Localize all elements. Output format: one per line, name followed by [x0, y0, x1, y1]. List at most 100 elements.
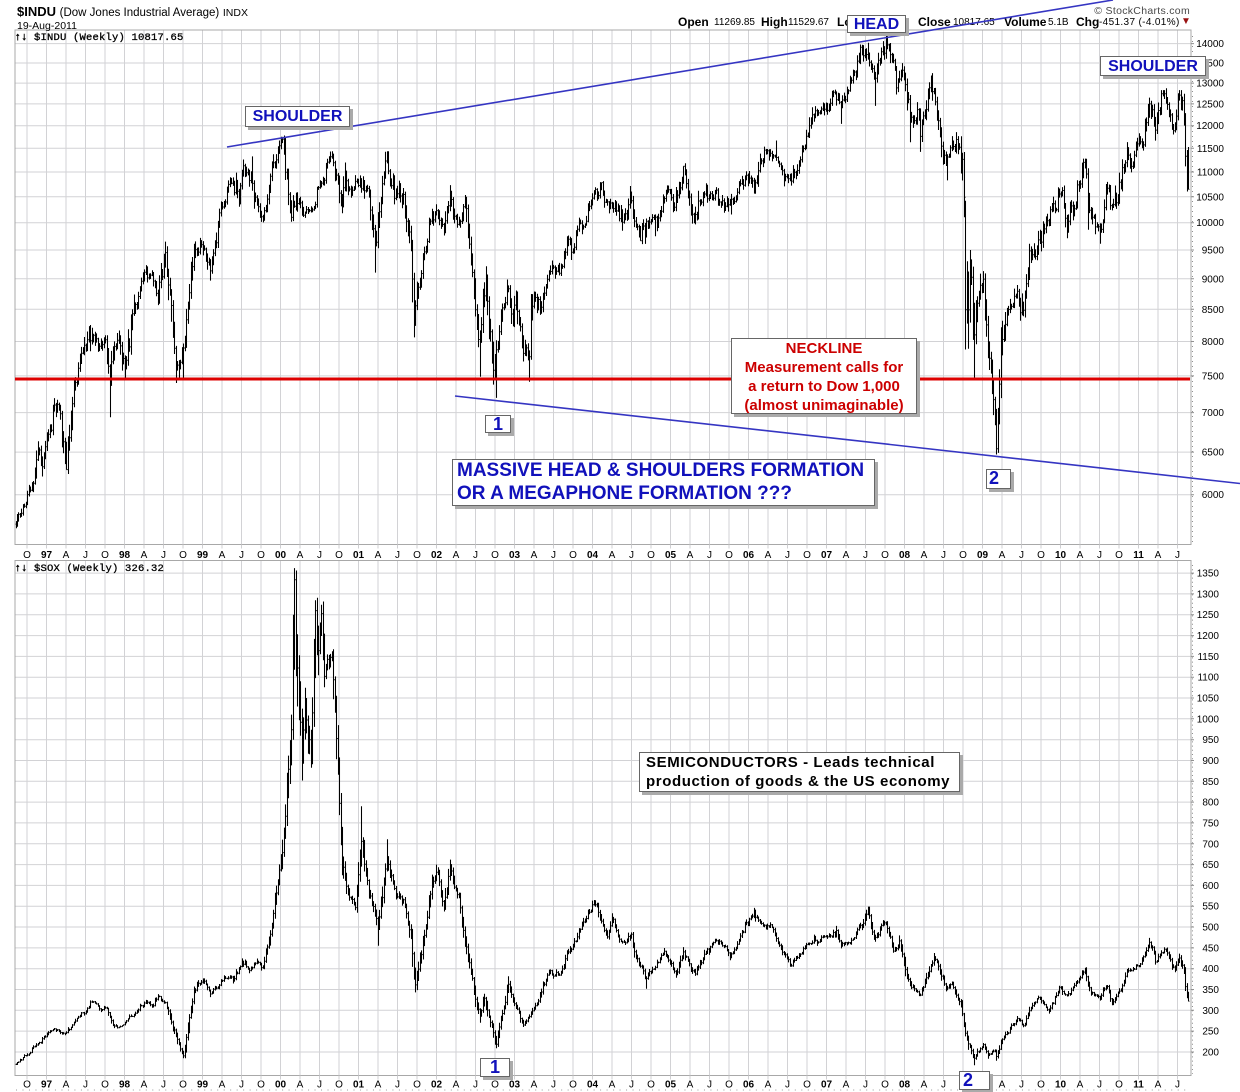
- svg-text:650: 650: [1202, 860, 1219, 871]
- svg-text:05: 05: [665, 1080, 677, 1091]
- svg-text:A: A: [297, 550, 304, 561]
- svg-text:600: 600: [1202, 881, 1219, 892]
- svg-text:O: O: [257, 1080, 265, 1091]
- svg-text:A: A: [765, 1080, 772, 1091]
- svg-text:J: J: [863, 550, 868, 561]
- svg-text:A: A: [531, 1080, 538, 1091]
- svg-text:A: A: [843, 1080, 850, 1091]
- svg-text:98: 98: [119, 1080, 131, 1091]
- svg-text:450: 450: [1202, 943, 1219, 954]
- svg-text:850: 850: [1202, 777, 1219, 788]
- svg-text:A: A: [609, 1080, 616, 1091]
- svg-text:O: O: [1115, 1080, 1123, 1091]
- svg-text:1300: 1300: [1197, 589, 1220, 600]
- svg-text:04: 04: [587, 550, 599, 561]
- svg-text:00: 00: [275, 1080, 287, 1091]
- svg-text:O: O: [803, 550, 811, 561]
- svg-text:550: 550: [1202, 902, 1219, 913]
- svg-text:06: 06: [743, 550, 755, 561]
- svg-text:J: J: [1019, 1080, 1024, 1091]
- svg-text:750: 750: [1202, 818, 1219, 829]
- svg-text:O: O: [179, 1080, 187, 1091]
- svg-text:A: A: [1077, 1080, 1084, 1091]
- svg-text:O: O: [725, 1080, 733, 1091]
- svg-text:O: O: [257, 550, 265, 561]
- svg-text:A: A: [375, 550, 382, 561]
- svg-text:O: O: [881, 1080, 889, 1091]
- svg-text:1350: 1350: [1197, 569, 1220, 580]
- svg-text:J: J: [551, 550, 556, 561]
- svg-text:J: J: [239, 1080, 244, 1091]
- svg-text:99: 99: [197, 550, 209, 561]
- svg-text:O: O: [1115, 550, 1123, 561]
- svg-text:A: A: [687, 1080, 694, 1091]
- svg-text:O: O: [413, 1080, 421, 1091]
- svg-text:J: J: [785, 1080, 790, 1091]
- svg-text:J: J: [83, 550, 88, 561]
- svg-text:800: 800: [1202, 798, 1219, 809]
- svg-text:10500: 10500: [1196, 192, 1224, 203]
- svg-text:J: J: [473, 550, 478, 561]
- svg-text:05: 05: [665, 550, 677, 561]
- svg-text:1150: 1150: [1197, 652, 1219, 663]
- svg-text:300: 300: [1202, 1006, 1219, 1017]
- svg-text:A: A: [921, 1080, 928, 1091]
- svg-text:O: O: [413, 550, 421, 561]
- svg-text:O: O: [335, 550, 343, 561]
- svg-text:03: 03: [509, 1080, 521, 1091]
- svg-text:J: J: [629, 550, 634, 561]
- svg-text:O: O: [959, 550, 967, 561]
- svg-text:A: A: [453, 1080, 460, 1091]
- svg-text:O: O: [725, 550, 733, 561]
- svg-text:00: 00: [275, 550, 287, 561]
- svg-text:O: O: [803, 1080, 811, 1091]
- svg-text:01: 01: [353, 550, 365, 561]
- svg-text:9500: 9500: [1202, 246, 1225, 257]
- svg-text:A: A: [921, 550, 928, 561]
- svg-text:02: 02: [431, 1080, 443, 1091]
- svg-text:J: J: [1175, 550, 1180, 561]
- svg-text:O: O: [23, 550, 31, 561]
- svg-text:6000: 6000: [1202, 490, 1225, 501]
- svg-text:A: A: [375, 1080, 382, 1091]
- svg-text:J: J: [395, 1080, 400, 1091]
- svg-text:J: J: [1097, 550, 1102, 561]
- svg-text:J: J: [785, 550, 790, 561]
- svg-text:A: A: [63, 550, 70, 561]
- svg-text:J: J: [473, 1080, 478, 1091]
- svg-text:13000: 13000: [1196, 79, 1224, 90]
- svg-text:O: O: [491, 550, 499, 561]
- svg-text:11: 11: [1133, 1080, 1144, 1091]
- svg-text:J: J: [941, 550, 946, 561]
- svg-text:12000: 12000: [1196, 121, 1224, 132]
- svg-text:01: 01: [353, 1080, 365, 1091]
- svg-text:900: 900: [1202, 756, 1219, 767]
- svg-text:O: O: [179, 550, 187, 561]
- svg-text:O: O: [647, 550, 655, 561]
- svg-text:J: J: [317, 550, 322, 561]
- svg-text:200: 200: [1202, 1048, 1219, 1059]
- svg-text:J: J: [629, 1080, 634, 1091]
- svg-text:A: A: [1077, 550, 1084, 561]
- svg-text:11500: 11500: [1197, 144, 1225, 155]
- svg-text:950: 950: [1202, 735, 1219, 746]
- svg-text:350: 350: [1202, 985, 1219, 996]
- svg-text:J: J: [707, 550, 712, 561]
- svg-text:O: O: [569, 550, 577, 561]
- svg-text:A: A: [63, 1080, 70, 1091]
- svg-text:03: 03: [509, 550, 521, 561]
- svg-text:A: A: [999, 550, 1006, 561]
- svg-text:500: 500: [1202, 923, 1219, 934]
- svg-text:11000: 11000: [1197, 168, 1225, 179]
- svg-text:J: J: [1175, 1080, 1180, 1091]
- svg-text:6500: 6500: [1202, 448, 1225, 459]
- svg-text:700: 700: [1202, 839, 1219, 850]
- svg-text:O: O: [23, 1080, 31, 1091]
- svg-text:J: J: [1097, 1080, 1102, 1091]
- svg-text:A: A: [609, 550, 616, 561]
- svg-text:J: J: [395, 550, 400, 561]
- svg-text:98: 98: [119, 550, 131, 561]
- svg-text:A: A: [297, 1080, 304, 1091]
- svg-text:08: 08: [899, 550, 911, 561]
- svg-text:A: A: [1155, 1080, 1162, 1091]
